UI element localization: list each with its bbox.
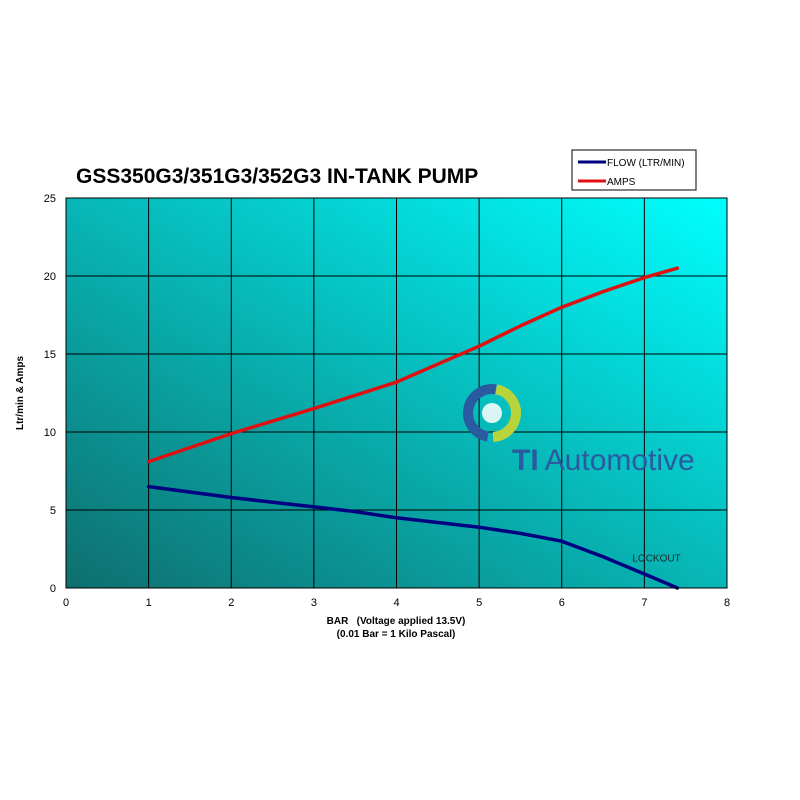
annotation-lockout: LOCKOUT — [632, 554, 680, 565]
series-line-amps — [146, 266, 680, 464]
y-tick-label: 0 — [50, 583, 56, 595]
y-tick-label: 25 — [44, 193, 56, 205]
y-axis-label: Ltr/min & Amps — [15, 356, 26, 431]
y-tick-label: 10 — [44, 427, 56, 439]
x-tick-label: 5 — [476, 597, 482, 609]
series-line-flow — [146, 484, 680, 590]
x-tick-label: 4 — [393, 597, 399, 609]
x-tick-label: 8 — [724, 597, 730, 609]
y-tick-label: 5 — [50, 505, 56, 517]
plot-border — [65, 197, 728, 589]
x-tick-label: 3 — [311, 597, 317, 609]
y-tick-label: 15 — [44, 349, 56, 361]
legend: FLOW (LTR/MIN) AMPS — [571, 149, 697, 191]
ti-logo-icon — [463, 384, 521, 442]
ti-automotive-logo: TI Automotive — [463, 384, 695, 477]
x-tick-label: 6 — [559, 597, 565, 609]
x-axis-label: BAR (Voltage applied 13.5V) — [327, 616, 466, 627]
axes: 0 1 2 3 4 5 6 7 8 0 5 10 15 20 25 — [44, 193, 730, 609]
legend-label-flow: FLOW (LTR/MIN) — [607, 158, 685, 169]
series-layer — [146, 266, 680, 590]
x-tick-label: 0 — [63, 597, 69, 609]
legend-box — [571, 149, 697, 191]
ti-logo-text: TI Automotive — [512, 444, 695, 477]
annotations: LOCKOUT — [632, 554, 680, 565]
x-tick-label: 1 — [146, 597, 152, 609]
x-tick-label: 2 — [228, 597, 234, 609]
chart-title: GSS350G3/351G3/352G3 IN-TANK PUMP — [76, 165, 478, 188]
legend-label-amps: AMPS — [607, 177, 636, 188]
x-tick-label: 7 — [641, 597, 647, 609]
y-tick-label: 20 — [44, 271, 56, 283]
x-axis-sublabel: (0.01 Bar = 1 Kilo Pascal) — [337, 629, 456, 640]
